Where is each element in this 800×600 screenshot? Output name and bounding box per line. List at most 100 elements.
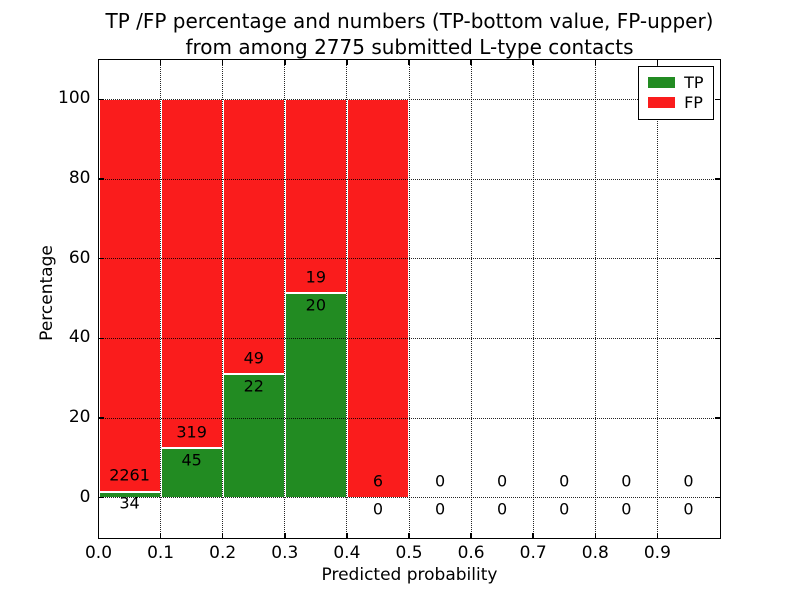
y-tick-right (714, 98, 720, 101)
bar-segment-fp (160, 99, 223, 449)
x-gridline (160, 59, 162, 538)
y-gridline (98, 98, 720, 100)
tp-count-label: 34 (119, 493, 140, 513)
x-tick-label: 0.7 (519, 542, 547, 563)
x-tick-label: 0.2 (209, 542, 237, 563)
y-gridline (98, 258, 720, 260)
x-tick-bottom (470, 532, 472, 538)
x-gridline (470, 59, 472, 538)
legend-entry-tp: TP (648, 72, 704, 93)
fp-count-label: 2261 (109, 465, 150, 485)
y-tick-right (714, 178, 720, 180)
y-tick-right (714, 417, 720, 419)
x-tick-top (221, 59, 224, 65)
legend-swatch-tp (648, 77, 676, 88)
x-tick-label: 0.4 (333, 542, 361, 563)
fp-count-label: 0 (621, 471, 632, 491)
chart-title-line-1: TP /FP percentage and numbers (TP-bottom… (105, 9, 714, 33)
y-tick-right (714, 496, 720, 499)
x-gridline (346, 59, 348, 538)
y-tick-label: 40 (68, 327, 91, 348)
y-tick-left (98, 178, 104, 180)
bar-segment-fp (98, 99, 161, 492)
fp-count-label: 0 (683, 471, 694, 491)
x-tick-label: 0.5 (395, 542, 423, 563)
x-tick-top (284, 59, 286, 65)
x-tick-bottom (159, 532, 162, 538)
legend-label-tp: TP (684, 72, 704, 92)
x-tick-top (97, 59, 100, 65)
y-tick-label: 80 (68, 168, 91, 188)
x-tick-bottom (594, 532, 597, 538)
x-tick-bottom (97, 532, 100, 538)
y-tick-label: 100 (58, 88, 91, 109)
y-tick-left (98, 98, 104, 101)
x-tick-label: 0.3 (271, 542, 299, 563)
x-gridline (656, 59, 658, 538)
x-tick-bottom (656, 532, 659, 538)
plot-area: TP FP 2261 34 319 45 49 22 19 20 6 0 0 0 0 0 0 0 0 0 0 0 0.0… (58, 58, 721, 563)
tp-count-label: 0 (683, 499, 694, 519)
tp-count-label: 0 (559, 499, 570, 519)
bar-segment-tp (284, 293, 347, 498)
tp-count-label: 20 (305, 295, 327, 315)
x-gridline (408, 59, 410, 538)
x-tick-top (656, 59, 659, 65)
x-gridline (594, 59, 596, 538)
x-gridline (284, 59, 286, 538)
bar-segment-tp (222, 374, 285, 498)
x-gridline (222, 59, 224, 538)
y-tick-left (98, 496, 104, 499)
x-tick-label: 0.9 (643, 542, 671, 563)
x-tick-top (532, 59, 534, 65)
y-tick-left (98, 337, 104, 340)
fp-count-label: 319 (176, 422, 207, 442)
y-tick-label: 60 (68, 247, 91, 268)
bar-segment-tp (98, 491, 161, 498)
x-tick-top (408, 59, 410, 65)
legend: TP FP (638, 65, 714, 120)
x-tick-bottom (532, 532, 534, 538)
bar-segment-fp (346, 99, 409, 498)
x-tick-label: 0.6 (457, 542, 485, 563)
y-gridline (98, 497, 720, 499)
x-tick-bottom (284, 532, 286, 538)
bar-segment-tp (160, 448, 223, 498)
y-tick-label: 20 (68, 407, 91, 427)
fp-count-label: 0 (497, 471, 508, 491)
tp-count-label: 0 (372, 499, 384, 519)
legend-entry-fp: FP (648, 93, 703, 113)
x-tick-top (594, 59, 597, 65)
fp-count-label: 19 (305, 267, 327, 287)
bar-segment-fp (284, 99, 347, 294)
x-tick-bottom (408, 532, 410, 538)
legend-label-fp: FP (684, 92, 703, 112)
tp-count-label: 22 (243, 376, 264, 396)
x-tick-label: 0.1 (147, 542, 175, 563)
y-tick-label: 0 (79, 486, 91, 507)
x-axis-label: Predicted probability (321, 565, 498, 585)
y-gridline (98, 337, 720, 339)
chart-title: TP /FP percentage and numbers (TP-bottom… (99, 8, 720, 60)
bar-segment-fp (222, 99, 285, 375)
fp-count-label: 6 (372, 471, 384, 491)
fp-count-label: 0 (434, 471, 446, 491)
x-tick-label: 0.0 (84, 542, 113, 563)
x-tick-top (346, 59, 348, 65)
y-tick-left (98, 257, 104, 260)
y-tick-right (714, 257, 720, 260)
y-gridline (98, 417, 720, 419)
y-tick-left (98, 417, 104, 419)
tp-count-label: 0 (497, 499, 508, 519)
tp-count-label: 0 (434, 499, 446, 519)
x-gridline (532, 59, 534, 538)
fp-count-label: 49 (243, 348, 264, 368)
fp-count-label: 0 (559, 471, 570, 491)
y-tick-right (714, 337, 720, 340)
x-tick-label: 0.8 (581, 542, 609, 563)
tp-count-label: 0 (621, 499, 632, 519)
x-tick-bottom (221, 532, 224, 538)
x-tick-top (159, 59, 162, 65)
y-gridline (98, 178, 720, 180)
